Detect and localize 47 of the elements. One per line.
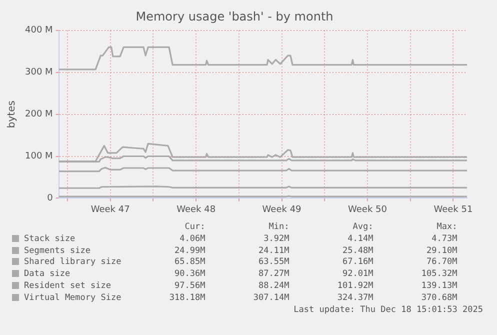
- x-tick-label: Week 51: [434, 204, 473, 215]
- text: 65.85M: [174, 257, 206, 270]
- text: 67.16M: [342, 257, 374, 270]
- text: 87.27M: [258, 269, 290, 281]
- text: 105.32M: [420, 269, 458, 281]
- legend-label: Stack size: [23, 234, 76, 246]
- text: 4.14M: [346, 234, 374, 246]
- text: 4.06M: [178, 234, 206, 246]
- x-tick-label: Week 48: [176, 204, 216, 215]
- x-tick-label: Week 50: [348, 204, 388, 215]
- text: 90.36M: [174, 269, 206, 281]
- text: 97.56M: [174, 280, 206, 293]
- text: Max:: [436, 222, 458, 234]
- text: 307.14M: [252, 292, 290, 305]
- text: Avg:: [352, 222, 374, 234]
- y-tick-label: 400 M: [24, 26, 53, 36]
- text: 63.55M: [258, 257, 290, 270]
- text: 370.68M: [420, 292, 458, 305]
- y-tick-label: 200 M: [24, 110, 53, 120]
- text: Last update: Thu Dec 18 15:01:53 2025: [294, 305, 483, 315]
- y-axis-title: bytes: [6, 100, 18, 128]
- y-tick-label: 0: [47, 194, 54, 204]
- text: 24.99M: [174, 246, 206, 258]
- text: 139.13M: [420, 280, 458, 293]
- text: 4.73M: [430, 234, 458, 246]
- text: 24.11M: [258, 246, 290, 258]
- legend-label: Segments size: [23, 246, 92, 258]
- text: 3.92M: [262, 234, 290, 246]
- text: 88.24M: [258, 280, 290, 293]
- legend-label: Shared library size: [23, 257, 122, 270]
- chart-title: Memory usage 'bash' - by month: [136, 9, 334, 24]
- y-tick-label: 300 M: [24, 68, 53, 78]
- text: 101.92M: [336, 280, 374, 293]
- legend-label: Virtual Memory Size: [23, 292, 122, 305]
- text: 25.48M: [342, 246, 374, 258]
- text: 29.10M: [426, 246, 458, 258]
- legend-label: Data size: [23, 269, 72, 281]
- text: 76.70M: [426, 257, 458, 270]
- legend-label: Resident set size: [23, 280, 112, 293]
- text: 92.01M: [342, 269, 374, 281]
- text: 318.18M: [168, 292, 206, 305]
- y-tick-label: 100 M: [24, 152, 53, 162]
- x-tick-label: Week 47: [90, 204, 130, 215]
- text: 324.37M: [336, 292, 374, 305]
- text: Min:: [268, 222, 290, 234]
- text: Cur:: [184, 222, 206, 234]
- x-tick-label: Week 49: [262, 204, 302, 215]
